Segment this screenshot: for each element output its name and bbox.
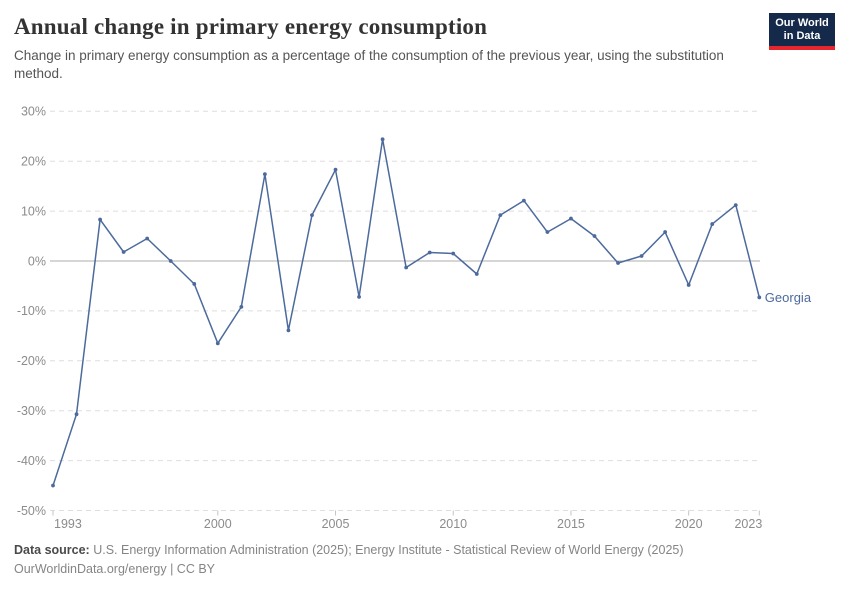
- data-point[interactable]: [592, 234, 597, 238]
- data-point[interactable]: [451, 251, 456, 256]
- data-source-label: Data source:: [14, 543, 90, 557]
- data-point[interactable]: [215, 341, 220, 346]
- owid-logo: Our World in Data: [769, 13, 835, 50]
- y-axis-tick-label: 10%: [21, 204, 46, 218]
- data-point[interactable]: [51, 483, 55, 488]
- logo-line-2: in Data: [783, 29, 821, 42]
- data-point[interactable]: [733, 203, 738, 208]
- data-point[interactable]: [286, 328, 291, 333]
- x-axis-tick-label: 2020: [675, 517, 703, 531]
- license-line: OurWorldinData.org/energy | CC BY: [14, 562, 216, 576]
- y-axis-tick-label: 0%: [28, 254, 46, 268]
- data-point[interactable]: [663, 230, 668, 234]
- y-axis-tick-label: -10%: [17, 304, 46, 318]
- data-line-georgia[interactable]: [52, 138, 761, 487]
- data-point[interactable]: [98, 217, 102, 222]
- data-point[interactable]: [145, 236, 150, 241]
- y-axis-tick-label: 20%: [21, 155, 46, 169]
- data-point[interactable]: [639, 254, 644, 258]
- page-title: Annual change in primary energy consumpt…: [14, 14, 488, 39]
- data-point[interactable]: [192, 282, 197, 286]
- data-point[interactable]: [710, 222, 715, 226]
- chart-subtitle: Change in primary energy consumption as …: [14, 48, 724, 81]
- data-point[interactable]: [616, 261, 620, 265]
- x-axis-tick-label: 2015: [557, 517, 585, 531]
- y-axis-tick-label: -20%: [17, 354, 46, 368]
- data-point[interactable]: [262, 172, 267, 177]
- y-axis-tick-label: -40%: [17, 454, 46, 468]
- data-point[interactable]: [569, 216, 573, 221]
- data-point[interactable]: [498, 213, 503, 217]
- data-point[interactable]: [686, 283, 691, 287]
- data-source-text: U.S. Energy Information Administration (…: [93, 543, 684, 557]
- line-chart-area[interactable]: 30% 20% 10% 0% -10% -20% -30% -40% -50% 1993 2000 2…: [0, 95, 850, 543]
- x-axis-tick-label: 2010: [439, 517, 467, 531]
- data-point[interactable]: [521, 198, 526, 203]
- x-axis-tick-label: 2023: [734, 517, 762, 531]
- chart-footer: Data source: U.S. Energy Information Adm…: [14, 541, 814, 579]
- data-point[interactable]: [121, 250, 126, 254]
- y-axis-tick-label: -50%: [17, 504, 46, 518]
- data-point[interactable]: [380, 137, 385, 142]
- x-axis-tick-label: 1993: [54, 517, 82, 531]
- data-point[interactable]: [545, 230, 550, 234]
- data-point[interactable]: [757, 295, 762, 300]
- x-axis-tick-label: 2000: [204, 517, 232, 531]
- data-point[interactable]: [168, 259, 173, 263]
- series-end-label: Georgia: [765, 290, 812, 305]
- data-point[interactable]: [474, 272, 479, 276]
- data-point[interactable]: [333, 167, 338, 172]
- line-chart-canvas[interactable]: 30% 20% 10% 0% -10% -20% -30% -40% -50% 1993 2000 2…: [0, 95, 850, 543]
- data-source-line: Data source: U.S. Energy Information Adm…: [14, 541, 814, 560]
- data-point[interactable]: [239, 305, 244, 309]
- data-point[interactable]: [404, 265, 409, 270]
- data-point[interactable]: [310, 213, 314, 217]
- y-axis-tick-label: -30%: [17, 404, 46, 418]
- data-point[interactable]: [74, 412, 79, 417]
- y-axis-tick-label: 30%: [21, 105, 46, 119]
- logo-line-1: Our World: [775, 16, 829, 29]
- x-axis-tick-label: 2005: [322, 517, 350, 531]
- data-point[interactable]: [427, 250, 432, 255]
- data-point[interactable]: [357, 295, 361, 299]
